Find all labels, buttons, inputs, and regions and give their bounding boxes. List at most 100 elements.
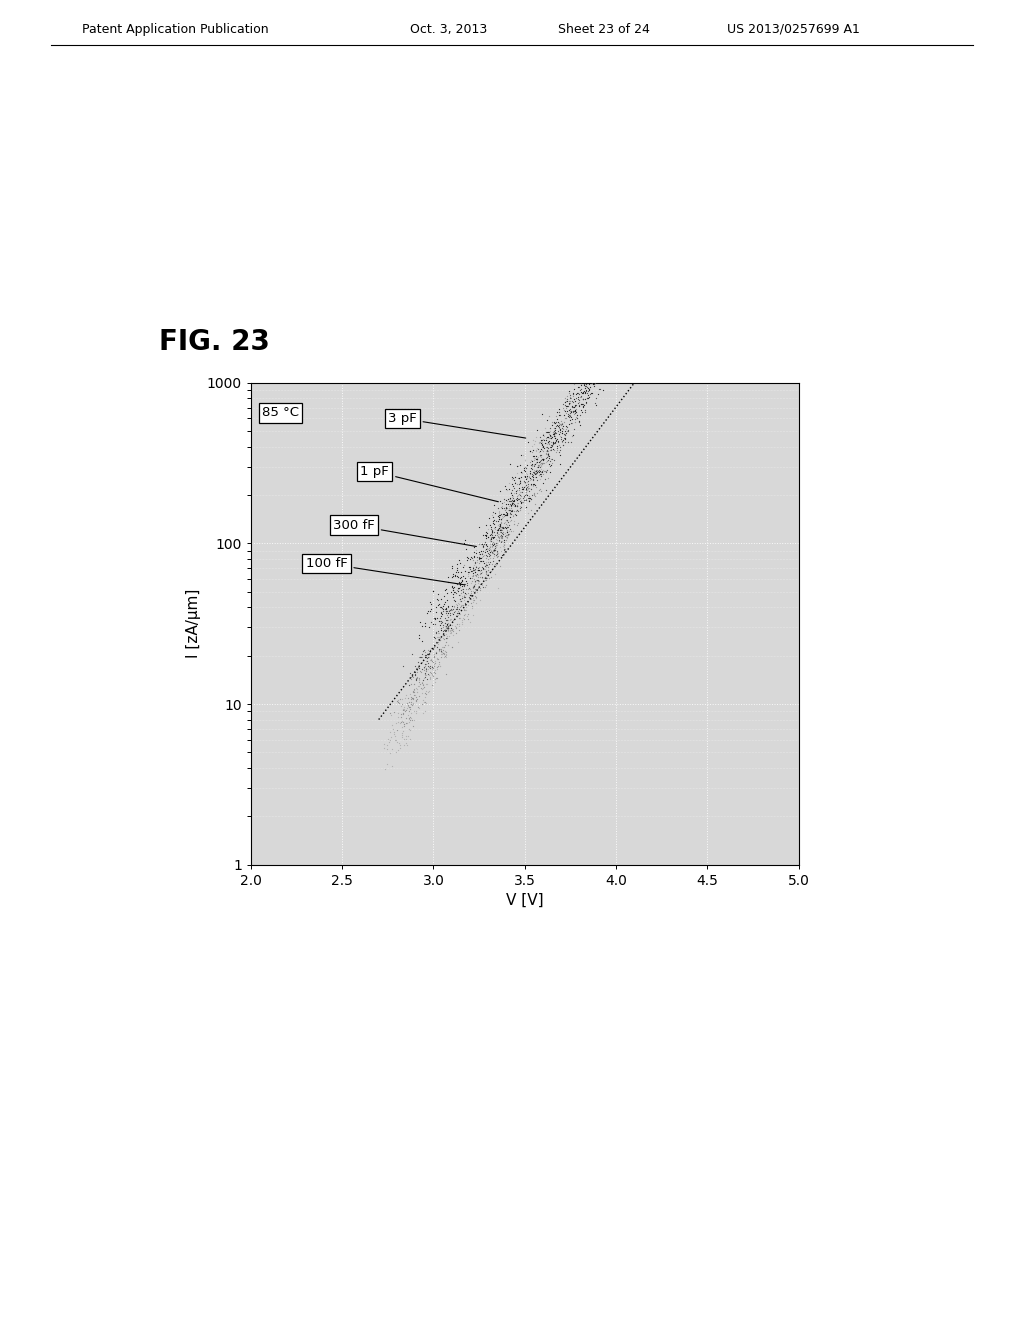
Point	[428, 627, 444, 648]
Point	[532, 454, 549, 475]
Point	[516, 466, 532, 487]
Point	[460, 564, 476, 585]
Point	[436, 645, 453, 667]
Point	[424, 659, 440, 680]
Point	[443, 619, 460, 640]
Point	[506, 513, 522, 535]
Point	[552, 418, 568, 440]
Point	[466, 537, 482, 558]
Point	[505, 491, 521, 512]
Point	[587, 352, 603, 374]
Point	[484, 524, 501, 545]
Point	[477, 553, 494, 574]
Point	[442, 622, 459, 643]
Point	[384, 755, 400, 776]
Point	[465, 562, 481, 583]
Point	[419, 651, 435, 672]
Point	[547, 417, 563, 438]
Point	[417, 653, 433, 675]
Point	[441, 619, 458, 640]
Point	[548, 429, 564, 450]
Point	[458, 579, 474, 601]
Point	[427, 660, 443, 681]
Point	[444, 636, 461, 657]
Point	[446, 601, 463, 622]
Point	[554, 413, 570, 434]
Point	[513, 467, 529, 488]
Point	[573, 381, 590, 403]
Point	[416, 676, 432, 697]
Point	[463, 572, 479, 593]
Point	[492, 536, 508, 557]
Point	[500, 523, 516, 544]
Point	[432, 606, 449, 627]
Point	[495, 516, 511, 537]
Point	[544, 453, 560, 474]
Point	[565, 400, 582, 421]
Point	[395, 713, 412, 734]
Point	[528, 447, 545, 469]
Point	[497, 499, 513, 520]
Point	[410, 657, 426, 678]
Point	[465, 558, 481, 579]
Point	[535, 436, 551, 457]
Point	[417, 644, 433, 665]
Point	[590, 383, 606, 404]
Point	[551, 420, 567, 441]
Point	[439, 616, 456, 638]
Point	[502, 507, 518, 528]
Point	[545, 433, 561, 454]
Point	[582, 368, 598, 389]
Point	[577, 368, 593, 389]
Point	[539, 433, 555, 454]
Point	[407, 655, 423, 676]
Point	[518, 462, 535, 483]
Point	[457, 586, 473, 607]
Point	[531, 454, 548, 475]
Point	[592, 362, 608, 383]
Point	[517, 475, 534, 496]
Point	[453, 572, 469, 593]
Text: Oct. 3, 2013: Oct. 3, 2013	[410, 22, 486, 36]
Point	[588, 367, 604, 388]
Point	[408, 702, 424, 723]
Point	[441, 599, 458, 620]
Point	[460, 548, 476, 569]
Point	[404, 688, 421, 709]
Point	[574, 388, 591, 409]
Point	[523, 469, 540, 490]
Point	[400, 694, 417, 715]
Point	[476, 556, 493, 577]
Point	[505, 506, 521, 527]
Point	[466, 546, 482, 568]
Point	[490, 513, 507, 535]
Point	[460, 561, 476, 582]
Point	[542, 455, 558, 477]
Point	[432, 612, 449, 634]
Point	[460, 582, 476, 603]
Point	[529, 446, 546, 467]
Point	[582, 376, 598, 397]
Point	[596, 362, 612, 383]
Point	[534, 447, 550, 469]
Point	[540, 442, 556, 463]
Point	[506, 500, 522, 521]
Point	[545, 432, 561, 453]
Point	[572, 375, 589, 396]
Point	[475, 536, 492, 557]
Point	[577, 355, 593, 376]
Point	[546, 440, 562, 461]
Point	[445, 583, 462, 605]
Point	[509, 500, 525, 521]
Point	[483, 540, 500, 561]
Point	[519, 463, 536, 484]
Point	[502, 494, 518, 515]
Point	[517, 490, 534, 511]
Point	[527, 461, 544, 482]
Point	[585, 374, 601, 395]
Point	[536, 441, 552, 462]
Point	[455, 582, 471, 603]
Point	[468, 539, 484, 560]
Point	[569, 385, 586, 407]
Point	[496, 491, 512, 512]
